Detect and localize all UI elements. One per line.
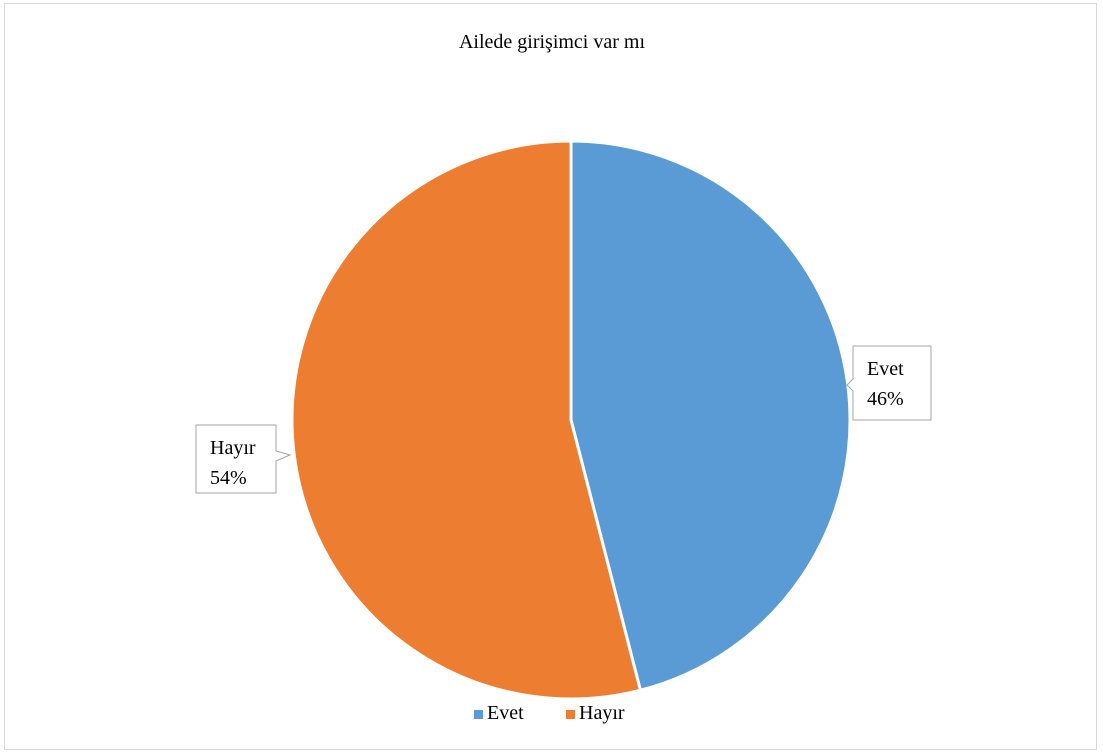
data-label-percent: 46% [867,388,904,410]
data-label-hayır: Hayır 54% [195,424,292,494]
legend-label: Hayır [579,702,625,724]
data-label-percent: 54% [210,467,247,489]
data-label-box [846,345,932,421]
pie-slices [290,139,852,701]
legend-swatch [474,710,483,719]
data-label-category: Evet [867,358,904,380]
chart-title: Ailede girişimci var mı [459,31,646,53]
data-label-box [195,424,292,494]
data-labels: Evet 46% Hayır 54% [195,345,932,494]
legend-item-evet: Evet [474,702,524,724]
legend-label: Evet [487,702,524,724]
legend-swatch [566,710,575,719]
pie-slice-hayır [290,139,642,701]
data-label-category: Hayır [210,437,256,459]
legend: Evet Hayır [474,702,625,724]
legend-item-hayır: Hayır [566,702,625,724]
data-label-evet: Evet 46% [846,345,932,421]
